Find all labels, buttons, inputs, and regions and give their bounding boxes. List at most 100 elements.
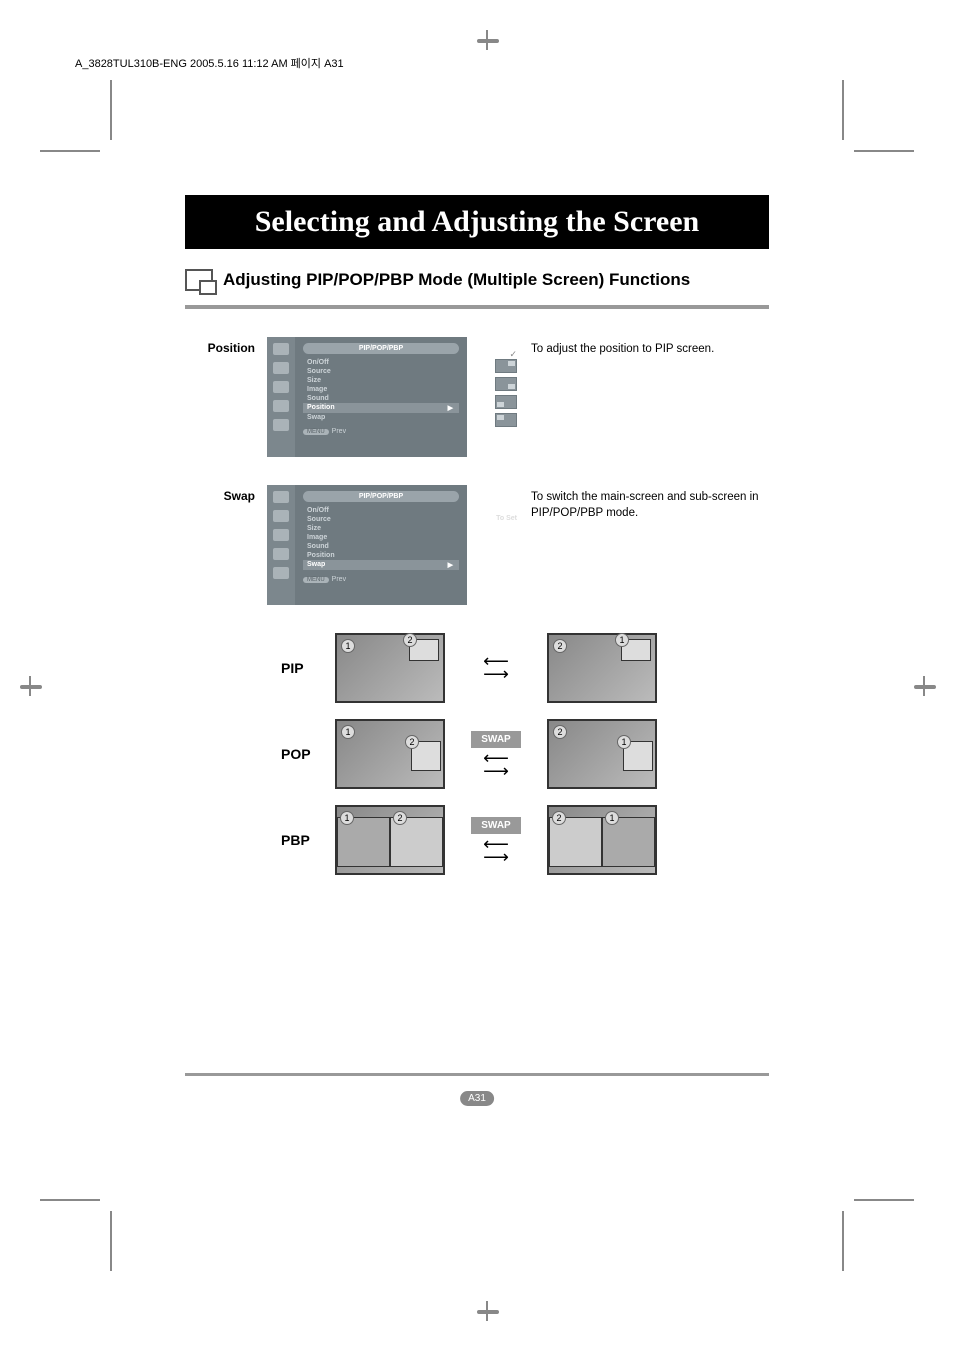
pop-sub: 2 — [411, 741, 441, 771]
swap-badge: SWAP — [471, 731, 520, 748]
position-label: Position — [185, 337, 255, 355]
osd-prev: MENUPrev — [303, 428, 459, 435]
chevron-right-icon: ▶ — [448, 404, 453, 412]
osd-prev: MENUPrev — [303, 576, 459, 583]
osd-side-icon — [273, 510, 289, 522]
badge-1: 1 — [341, 725, 355, 739]
osd-position: PIP/POP/PBP On/Off Source Size Image Sou… — [267, 337, 467, 457]
badge-2: 2 — [393, 811, 407, 825]
to-set-label: To Set — [496, 515, 517, 522]
osd-item: Size — [303, 376, 459, 385]
osd-item: Sound — [303, 542, 459, 551]
osd-title: PIP/POP/PBP — [303, 343, 459, 354]
osd-side-icon — [273, 362, 289, 374]
page-content: Selecting and Adjusting the Screen Adjus… — [185, 195, 769, 891]
badge-2: 2 — [403, 633, 417, 647]
osd-item: Source — [303, 515, 459, 524]
swap-desc: To switch the main-screen and sub-screen… — [479, 485, 769, 521]
pip-before-image: 1 2 — [335, 633, 445, 703]
swap-badge: SWAP — [471, 817, 520, 834]
osd-item-label: Position — [307, 404, 335, 412]
osd-side-icon — [273, 400, 289, 412]
pos-top-right-icon — [495, 359, 517, 373]
swap-indicator: SWAP ⟵⟶ — [461, 731, 531, 777]
pop-before-image: 1 2 — [335, 719, 445, 789]
section-swap: Swap PIP/POP/PBP On/Off Source Size Imag… — [185, 485, 769, 605]
osd-item: Size — [303, 524, 459, 533]
page-number: A31 — [460, 1091, 494, 1106]
chevron-right-icon: ▶ — [448, 561, 453, 569]
swap-indicator: SWAP ⟵⟶ — [461, 817, 531, 863]
osd-sidebar — [267, 485, 295, 605]
subhead-text: Adjusting PIP/POP/PBP Mode (Multiple Scr… — [223, 270, 690, 290]
pos-bottom-left-icon — [495, 395, 517, 409]
badge-1: 1 — [615, 633, 629, 647]
badge-2: 2 — [405, 735, 419, 749]
badge-1: 1 — [340, 811, 354, 825]
page-footer: A31 — [460, 1088, 494, 1106]
osd-item-highlighted: Position ▶ — [303, 403, 459, 413]
print-header: A_3828TUL310B-ENG 2005.5.16 11:12 AM 페이지… — [75, 55, 344, 71]
pip-sub: 2 — [409, 639, 439, 661]
pbp-after-image: 2 1 — [547, 805, 657, 875]
badge-1: 1 — [617, 735, 631, 749]
pbp-label: PBP — [281, 832, 319, 848]
swap-arrows-icon: ⟵⟶ — [483, 752, 509, 777]
osd-side-icon — [273, 548, 289, 560]
pip-icon — [185, 269, 213, 291]
badge-2: 2 — [553, 725, 567, 739]
pbp-right: 1 — [602, 817, 655, 867]
osd-item: Source — [303, 367, 459, 376]
subhead-row: Adjusting PIP/POP/PBP Mode (Multiple Scr… — [185, 269, 769, 291]
osd-item: Image — [303, 385, 459, 394]
osd-title: PIP/POP/PBP — [303, 491, 459, 502]
pip-sub: 1 — [621, 639, 651, 661]
osd-item-highlighted: Swap ▶ — [303, 560, 459, 570]
divider-bottom — [185, 1073, 769, 1076]
osd-item: On/Off — [303, 358, 459, 367]
pbp-left: 2 — [549, 817, 602, 867]
menu-pill: MENU — [303, 429, 329, 435]
osd-side-icon — [273, 381, 289, 393]
crop-mark-top — [477, 30, 497, 50]
pos-top-left-icon — [495, 413, 517, 427]
pip-label: PIP — [281, 660, 319, 676]
osd-main: PIP/POP/PBP On/Off Source Size Image Sou… — [295, 485, 467, 605]
osd-side-icon — [273, 529, 289, 541]
example-row-pbp: PBP 1 2 SWAP ⟵⟶ 2 1 — [281, 805, 769, 875]
pbp-right: 2 — [390, 817, 443, 867]
osd-main: PIP/POP/PBP On/Off Source Size Image Sou… — [295, 337, 467, 457]
pbp-left: 1 — [337, 817, 390, 867]
page-title: Selecting and Adjusting the Screen — [185, 195, 769, 249]
prev-label: Prev — [332, 428, 346, 435]
section-position: Position PIP/POP/PBP On/Off Source Size … — [185, 337, 769, 457]
osd-item: On/Off — [303, 506, 459, 515]
position-desc: To adjust the position to PIP screen. — [479, 337, 769, 357]
pbp-before-image: 1 2 — [335, 805, 445, 875]
osd-item: Position — [303, 551, 459, 560]
swap-arrows-icon: ⟵⟶ — [483, 838, 509, 863]
swap-label: Swap — [185, 485, 255, 503]
pop-label: POP — [281, 746, 319, 762]
position-options — [495, 359, 517, 427]
badge-1: 1 — [341, 639, 355, 653]
pip-after-image: 2 1 — [547, 633, 657, 703]
swap-indicator: ⟵⟶ — [461, 655, 531, 680]
prev-label: Prev — [332, 576, 346, 583]
divider-top — [185, 305, 769, 309]
osd-item: Image — [303, 533, 459, 542]
osd-item: Sound — [303, 394, 459, 403]
osd-item: Swap — [303, 413, 459, 422]
osd-side-icon — [273, 419, 289, 431]
badge-2: 2 — [552, 811, 566, 825]
example-row-pop: POP 1 2 SWAP ⟵⟶ 2 1 — [281, 719, 769, 789]
osd-item-label: Swap — [307, 561, 325, 569]
example-row-pip: PIP 1 2 ⟵⟶ 2 1 — [281, 633, 769, 703]
osd-swap: PIP/POP/PBP On/Off Source Size Image Sou… — [267, 485, 467, 605]
osd-side-icon — [273, 567, 289, 579]
osd-sidebar — [267, 337, 295, 457]
crop-mark-bottom — [477, 1301, 497, 1321]
osd-side-icon — [273, 343, 289, 355]
osd-side-icon — [273, 491, 289, 503]
pos-bottom-right-icon — [495, 377, 517, 391]
